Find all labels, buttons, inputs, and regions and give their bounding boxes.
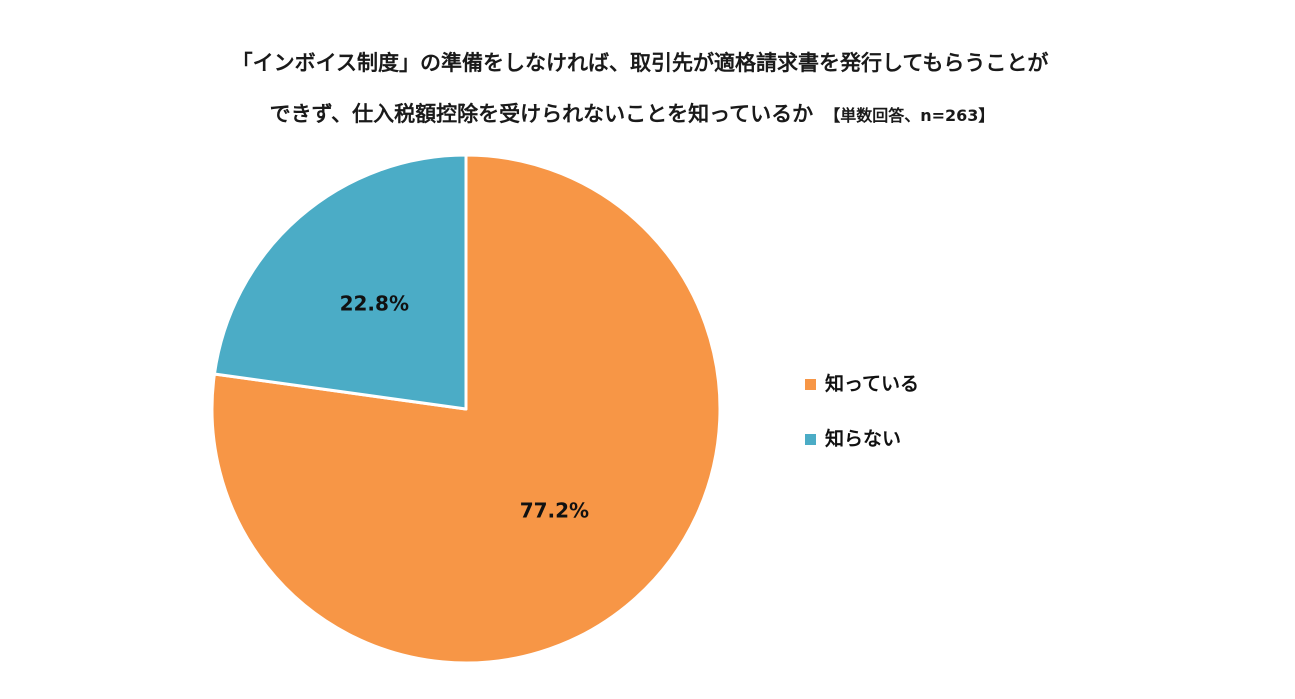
pie-slice-2 bbox=[212, 153, 468, 411]
chart-title-line1: 「インボイス制度」の準備をしなければ、取引先が適格請求書を発行してもらうことが bbox=[232, 51, 1049, 75]
legend-item-2: 知らない bbox=[805, 427, 901, 450]
pie-slices bbox=[210, 153, 722, 665]
data-label-2: 22.8% bbox=[340, 292, 409, 316]
legend-swatch-2 bbox=[805, 434, 816, 445]
chart-title-line2: できず、仕入税額控除を受けられないことを知っているか 【単数回答、n=263】 bbox=[270, 102, 995, 126]
legend-swatch-1 bbox=[805, 379, 816, 390]
pie-data-labels: 77.2% 22.8% bbox=[340, 292, 589, 523]
legend-item-1: 知っている bbox=[805, 372, 919, 395]
data-label-1: 77.2% bbox=[520, 499, 589, 523]
chart-title-note: 【単数回答、n=263】 bbox=[824, 106, 994, 125]
chart-title-line2-text: できず、仕入税額控除を受けられないことを知っているか bbox=[270, 102, 813, 126]
legend-label-1: 知っている bbox=[825, 372, 919, 395]
legend-label-2: 知らない bbox=[825, 427, 901, 450]
